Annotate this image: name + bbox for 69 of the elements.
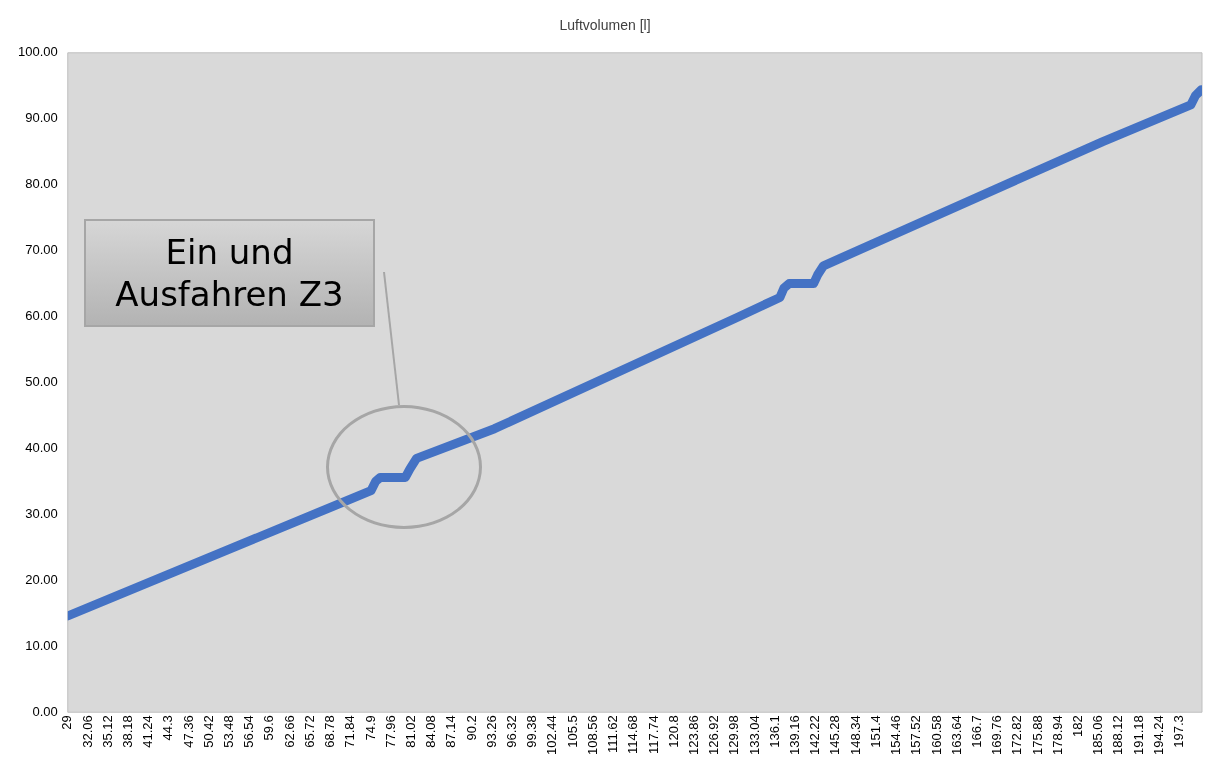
y-tick-label: 70.00 <box>25 242 58 258</box>
y-tick-label: 40.00 <box>25 440 58 456</box>
x-tick-label: 41.24 <box>140 715 156 748</box>
x-tick-label: 172.82 <box>1009 715 1025 755</box>
y-tick-label: 90.00 <box>25 110 58 126</box>
x-tick-label: 169.76 <box>989 715 1005 755</box>
y-tick-label: 10.00 <box>25 637 58 653</box>
y-tick-label: 60.00 <box>25 308 58 324</box>
x-tick-label: 35.12 <box>99 715 115 748</box>
x-tick-label: 29 <box>59 715 75 730</box>
chart-title: Luftvolumen [l] <box>559 17 651 34</box>
x-tick-label: 59.6 <box>261 715 277 741</box>
x-tick-label: 84.08 <box>423 715 439 748</box>
y-tick-label: 50.00 <box>25 374 58 390</box>
x-tick-label: 163.64 <box>948 715 964 755</box>
annotation: Ein und Ausfahren Z3 <box>84 219 375 327</box>
x-tick-label: 160.58 <box>928 715 944 755</box>
x-tick-label: 157.52 <box>908 715 924 755</box>
x-tick-label: 71.84 <box>342 715 358 748</box>
x-tick-label: 50.42 <box>200 715 216 748</box>
x-tick-label: 56.54 <box>241 715 257 748</box>
x-tick-label: 123.86 <box>685 715 701 755</box>
x-tick-label: 32.06 <box>79 715 95 748</box>
x-tick-label: 139.16 <box>787 715 803 755</box>
x-tick-label: 68.78 <box>322 715 338 748</box>
y-tick-label: 20.00 <box>25 571 58 587</box>
x-tick-label: 188.12 <box>1110 715 1126 755</box>
x-tick-label: 120.8 <box>665 715 681 748</box>
x-tick-label: 129.98 <box>726 715 742 755</box>
y-tick-label: 80.00 <box>25 176 58 192</box>
x-tick-label: 81.02 <box>402 715 418 748</box>
x-tick-label: 197.3 <box>1171 715 1187 748</box>
x-tick-label: 185.06 <box>1090 715 1106 755</box>
x-tick-label: 166.7 <box>968 715 984 748</box>
x-tick-label: 114.68 <box>625 715 641 755</box>
x-tick-label: 111.62 <box>605 715 621 754</box>
y-tick-label: 0.00 <box>32 703 58 719</box>
x-tick-label: 87.14 <box>443 715 459 748</box>
x-tick-label: 47.36 <box>180 715 196 748</box>
x-tick-label: 133.04 <box>746 715 762 755</box>
x-tick-label: 44.3 <box>160 715 176 741</box>
x-tick-label: 194.24 <box>1150 715 1166 755</box>
x-tick-label: 126.92 <box>706 715 722 755</box>
x-tick-label: 191.18 <box>1130 715 1146 755</box>
x-tick-label: 178.94 <box>1049 715 1065 755</box>
x-tick-label: 65.72 <box>301 715 317 748</box>
x-tick-label: 154.46 <box>888 715 904 755</box>
x-tick-label: 90.2 <box>463 715 479 741</box>
y-tick-label: 30.00 <box>25 505 58 521</box>
x-tick-label: 148.34 <box>847 715 863 755</box>
x-tick-label: 74.9 <box>362 715 378 741</box>
x-tick-label: 38.18 <box>119 715 135 748</box>
x-tick-label: 108.56 <box>584 715 600 755</box>
x-tick-label: 53.48 <box>221 715 237 748</box>
x-tick-label: 62.66 <box>281 715 297 748</box>
x-tick-label: 151.4 <box>867 715 883 748</box>
x-tick-label: 77.96 <box>382 715 398 748</box>
y-tick-label: 100.00 <box>18 44 58 60</box>
x-tick-label: 142.22 <box>807 715 823 755</box>
x-tick-label: 182 <box>1070 715 1086 737</box>
x-tick-label: 93.26 <box>483 715 499 748</box>
x-tick-label: 96.32 <box>504 715 520 748</box>
x-tick-label: 102.44 <box>544 715 560 755</box>
x-tick-label: 117.74 <box>645 715 661 755</box>
x-tick-label: 175.88 <box>1029 715 1045 755</box>
x-tick-label: 99.38 <box>524 715 540 748</box>
x-tick-label: 145.28 <box>827 715 843 755</box>
x-tick-label: 105.5 <box>564 715 580 748</box>
x-tick-label: 136.1 <box>766 715 782 748</box>
